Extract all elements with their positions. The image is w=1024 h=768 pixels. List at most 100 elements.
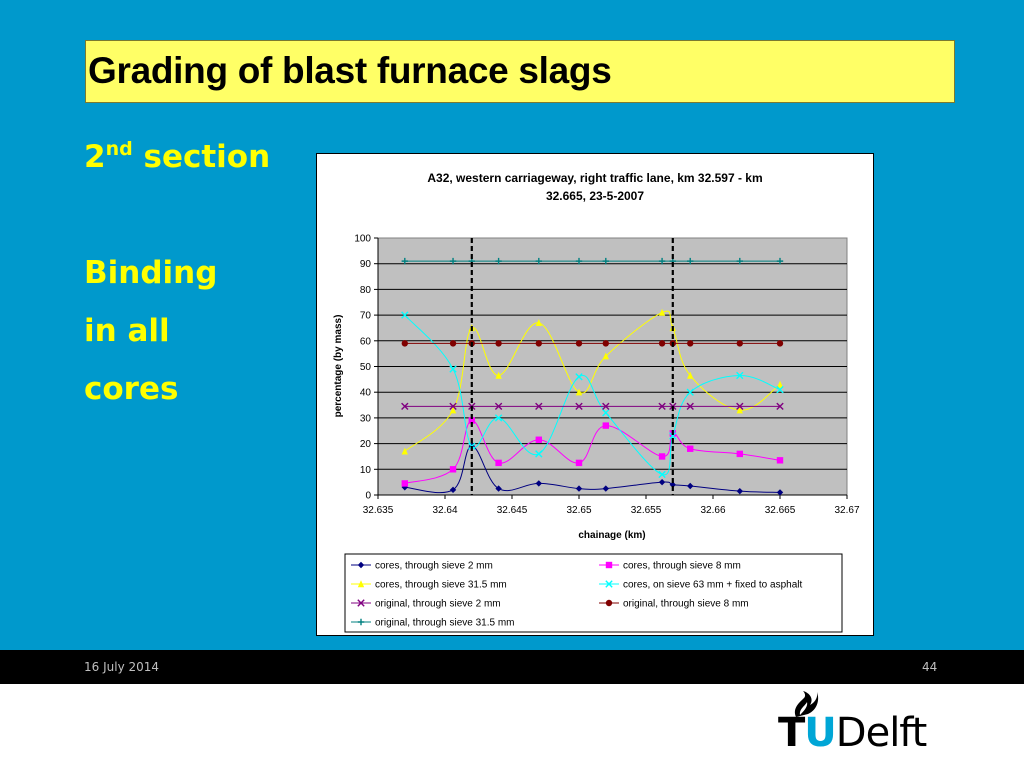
data-point	[575, 459, 583, 467]
legend-layer: cores, through sieve 2 mm cores, through …	[351, 561, 802, 629]
data-point	[495, 340, 502, 347]
x-tick-label: 32.645	[497, 505, 528, 516]
data-point	[602, 402, 610, 411]
series-layer	[401, 238, 784, 496]
x-tick-label: 32.67	[834, 505, 859, 516]
slide-title: Grading of blast furnace slags	[88, 50, 612, 91]
data-point	[401, 340, 408, 347]
data-point	[736, 340, 743, 347]
axis-layer: 0 10 20 30 40 50 60 70 80 90 100 32.635 32.64 32.645 3…	[354, 234, 860, 517]
data-point	[736, 371, 744, 380]
data-point	[602, 409, 610, 417]
legend-label: cores, on sieve 63 mm + fixed to asphalt	[623, 580, 802, 591]
data-point	[776, 380, 784, 388]
binding-line-1: Binding	[84, 255, 218, 291]
data-point	[575, 388, 583, 396]
series-original-through-sieve-31-5-mm	[401, 257, 784, 265]
data-point	[449, 406, 457, 414]
chart-frame: A32, western carriageway, right traffic …	[316, 153, 874, 636]
data-point	[449, 486, 457, 494]
data-point	[401, 257, 408, 265]
legend-entry: original, through sieve 8 mm	[599, 599, 749, 610]
data-point	[687, 482, 694, 490]
logo-delft: Delft	[835, 710, 928, 756]
data-point	[449, 365, 457, 373]
data-point	[535, 257, 542, 265]
chart-title-line-1: A32, western carriageway, right traffic …	[427, 171, 762, 185]
data-point	[669, 432, 677, 440]
data-point	[357, 599, 365, 607]
data-point	[495, 371, 502, 379]
data-point	[776, 457, 784, 464]
section-ordinal-suffix: nd	[105, 138, 133, 160]
data-point	[686, 402, 694, 411]
data-point	[401, 480, 408, 487]
data-point	[687, 371, 694, 379]
data-point	[605, 580, 613, 588]
data-point	[449, 340, 457, 347]
x-tick-label: 32.66	[700, 505, 725, 516]
data-point	[575, 402, 583, 411]
data-point	[535, 450, 543, 458]
data-point	[658, 257, 666, 265]
data-point	[535, 319, 542, 327]
legend-label: cores, through sieve 31.5 mm	[375, 580, 507, 591]
data-point	[602, 257, 609, 265]
y-tick-label: 10	[360, 465, 372, 476]
flame-icon	[794, 691, 819, 717]
y-tick-label: 40	[360, 388, 372, 399]
legend-box	[344, 553, 843, 633]
data-point	[449, 466, 457, 473]
data-point	[575, 373, 583, 381]
data-point	[776, 340, 784, 347]
data-point	[602, 340, 609, 347]
legend-label: original, through sieve 31.5 mm	[375, 618, 515, 629]
y-tick-label: 0	[365, 491, 371, 502]
page-number: 44	[922, 660, 938, 674]
legend-entry: cores, through sieve 31.5 mm	[351, 580, 507, 591]
data-point	[658, 470, 666, 479]
data-point	[535, 436, 542, 443]
data-point	[401, 311, 409, 319]
binding-line-3: cores	[84, 371, 179, 407]
y-tick-label: 20	[360, 439, 372, 450]
legend-label: cores, through sieve 2 mm	[375, 561, 493, 572]
data-point	[494, 402, 503, 411]
x-tick-label: 32.64	[432, 505, 457, 516]
data-point	[658, 308, 666, 316]
data-point	[449, 257, 457, 265]
data-point	[495, 459, 502, 467]
footer-bar: 16 July 2014 44	[0, 650, 1024, 684]
data-point	[658, 402, 666, 411]
data-point	[605, 599, 613, 607]
data-point	[602, 422, 609, 429]
title-box: Grading of blast furnace slags	[85, 40, 955, 103]
data-point	[658, 453, 666, 460]
data-point	[776, 385, 784, 394]
data-point	[575, 485, 583, 492]
legend-entry: cores, on sieve 63 mm + fixed to asphalt	[599, 580, 802, 591]
data-point	[535, 402, 543, 411]
data-point	[602, 352, 609, 360]
legend-entry: cores, through sieve 8 mm	[599, 561, 741, 572]
y-tick-label: 50	[360, 362, 372, 373]
section-heading: 2nd section	[84, 138, 270, 175]
data-point	[575, 340, 583, 347]
data-point	[401, 402, 409, 411]
series-cores-on-sieve-63-mm-fixed-to-asphalt	[401, 311, 784, 479]
logo-u: U	[804, 710, 837, 756]
data-point	[776, 402, 784, 411]
tudelft-logo: TUDelft	[778, 690, 948, 760]
chart-title-line-2: 32.665, 23-5-2007	[546, 189, 644, 203]
data-point	[357, 561, 365, 569]
legend-label: original, through sieve 2 mm	[375, 599, 501, 610]
x-axis-label: chainage (km)	[578, 530, 645, 541]
series-cores-through-sieve-8-mm	[401, 417, 784, 487]
footer-date: 16 July 2014	[84, 660, 160, 674]
y-tick-label: 100	[354, 234, 371, 245]
data-point	[575, 257, 583, 265]
series-original-through-sieve-2-mm	[401, 402, 784, 411]
data-point	[687, 445, 694, 452]
slide-background: Grading of blast furnace slags 2nd secti…	[0, 0, 1024, 650]
data-point	[401, 447, 408, 455]
